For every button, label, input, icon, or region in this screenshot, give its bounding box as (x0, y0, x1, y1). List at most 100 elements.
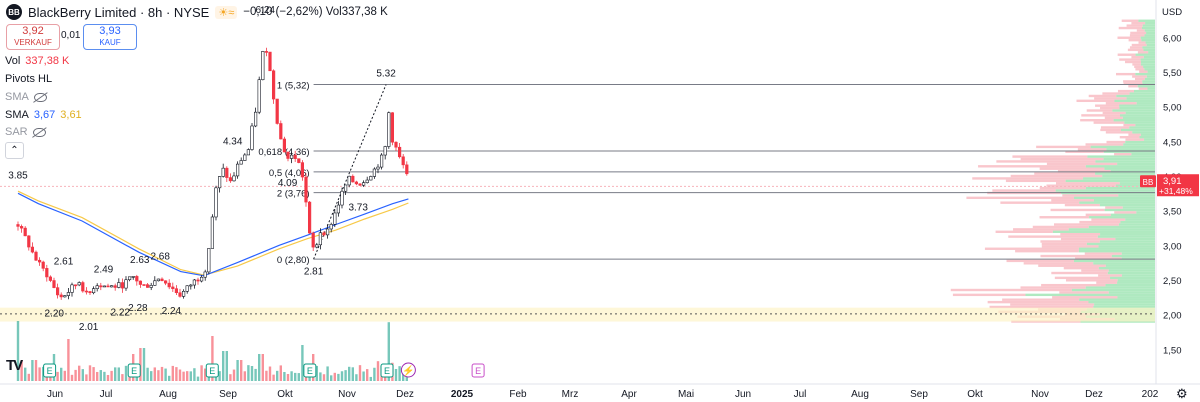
candle (113, 285, 117, 288)
candle (200, 276, 204, 282)
volume-profile-bar (1117, 162, 1155, 166)
indicator-sma-hidden[interactable]: SMA (5, 91, 47, 103)
volume-profile-bar (1134, 89, 1155, 93)
candle (279, 123, 283, 140)
candle (397, 146, 402, 158)
candle (77, 282, 81, 286)
volume-profile-bar (1078, 249, 1155, 253)
volume-profile-bar (1103, 150, 1155, 153)
symbol-title[interactable]: BlackBerry Limited · 8h · NYSE (28, 4, 210, 20)
volume-profile-bar (1148, 51, 1155, 54)
candle (275, 98, 279, 124)
indicator-volume[interactable]: Vol 337,38 K (5, 55, 69, 67)
candle (243, 154, 247, 161)
pivot-label: 4.09 (278, 178, 298, 189)
indicator-pivots[interactable]: Pivots HL (5, 73, 52, 85)
candle (254, 111, 258, 127)
sell-button[interactable]: 3,92 VERKAUF (6, 24, 60, 50)
volume-profile-bar (1074, 196, 1155, 200)
volume-profile-bar (1093, 305, 1155, 309)
buy-label: KAUF (99, 38, 121, 47)
candle (124, 279, 128, 289)
eye-off-icon[interactable] (32, 127, 46, 137)
candle (84, 290, 88, 293)
candle (225, 167, 229, 178)
sma-value-yellow: 3,61 (60, 109, 82, 121)
eye-off-icon[interactable] (33, 92, 47, 102)
volume-bar (211, 336, 214, 381)
volume-bar (376, 361, 380, 381)
volume-profile-bar (1087, 155, 1155, 158)
candle (390, 112, 395, 143)
buy-button[interactable]: 3,93 KAUF (83, 24, 137, 50)
volume-profile-bar (1076, 99, 1115, 103)
collapse-legend-button[interactable]: ⌃ (5, 142, 24, 159)
volume-profile-bar (1081, 114, 1121, 117)
volume-profile-bar (1032, 225, 1089, 229)
volume-profile-bar (1117, 53, 1136, 56)
price-tick-label: 2,00 (1163, 311, 1182, 322)
indicator-sma[interactable]: SMA 3,67 3,61 (5, 109, 82, 121)
volume-profile-bar (1002, 298, 1080, 301)
volume-bar (240, 360, 243, 381)
volume-profile-bar (1006, 259, 1074, 263)
volume-profile-bar (1015, 249, 1079, 253)
volume-profile-bar (1132, 63, 1141, 66)
pivot-label: 6.24 (256, 5, 276, 16)
volume-profile-bar (1086, 242, 1155, 246)
volume-bar (322, 374, 326, 381)
earnings-marker (303, 363, 317, 378)
volume-profile-bar (1137, 85, 1155, 88)
volume-profile-bar (1086, 109, 1113, 112)
time-tick-label: Jun (47, 389, 63, 400)
volume-profile-bar (1105, 283, 1155, 287)
volume-profile-bar (1136, 211, 1155, 214)
indicator-sar[interactable]: SAR (5, 126, 46, 138)
volume-profile-bar (1125, 111, 1155, 115)
volume-profile-bar (1079, 220, 1121, 224)
volume-profile-bar (1073, 259, 1155, 263)
pivots-label: Pivots HL (5, 73, 53, 85)
pivot-label: 2.63 (130, 255, 150, 266)
volume-profile-bar (1100, 126, 1130, 129)
candle (59, 294, 63, 298)
volume-bar (272, 374, 275, 381)
market-status-icon[interactable]: ☀≈ (215, 5, 238, 19)
sma-line-blue (17, 192, 409, 277)
volume-profile-bar (1059, 291, 1109, 294)
fib-level-label: 2 (3,76) (277, 189, 310, 200)
candle (250, 125, 254, 150)
volume-profile-bar (1078, 247, 1155, 250)
volume-profile-bar (1062, 194, 1119, 197)
candle (214, 187, 218, 218)
volume-bar (315, 365, 318, 381)
gear-icon[interactable]: ⚙ (1176, 386, 1188, 401)
earnings-marker-label: E (131, 366, 137, 376)
volume-bar (387, 322, 390, 381)
volume-bar (355, 374, 358, 381)
volume-profile-bar (1135, 68, 1145, 71)
candle (228, 177, 233, 182)
volume-profile-bar (1040, 254, 1112, 258)
volume-profile-bar (950, 288, 1072, 292)
volume-bar (340, 371, 344, 381)
candle (340, 190, 344, 206)
time-tick-label: Aug (851, 389, 869, 400)
candle (343, 184, 348, 192)
volume-bar (103, 371, 106, 381)
volume-bar (78, 365, 81, 381)
symbol-logo[interactable]: BB (6, 4, 22, 20)
volume-profile-bar (1093, 199, 1155, 202)
volume-bar (38, 367, 41, 381)
volume-bar (85, 374, 88, 381)
volume-profile-bar (1080, 119, 1114, 122)
volume-profile-bar (1012, 155, 1088, 158)
candle (99, 285, 103, 288)
candle (66, 292, 70, 296)
volume-bar (67, 339, 70, 381)
pivot-label: 2.81 (304, 266, 324, 277)
volume-label: Vol (5, 55, 21, 67)
volume-bar (92, 367, 95, 381)
volume-bar (402, 370, 405, 381)
